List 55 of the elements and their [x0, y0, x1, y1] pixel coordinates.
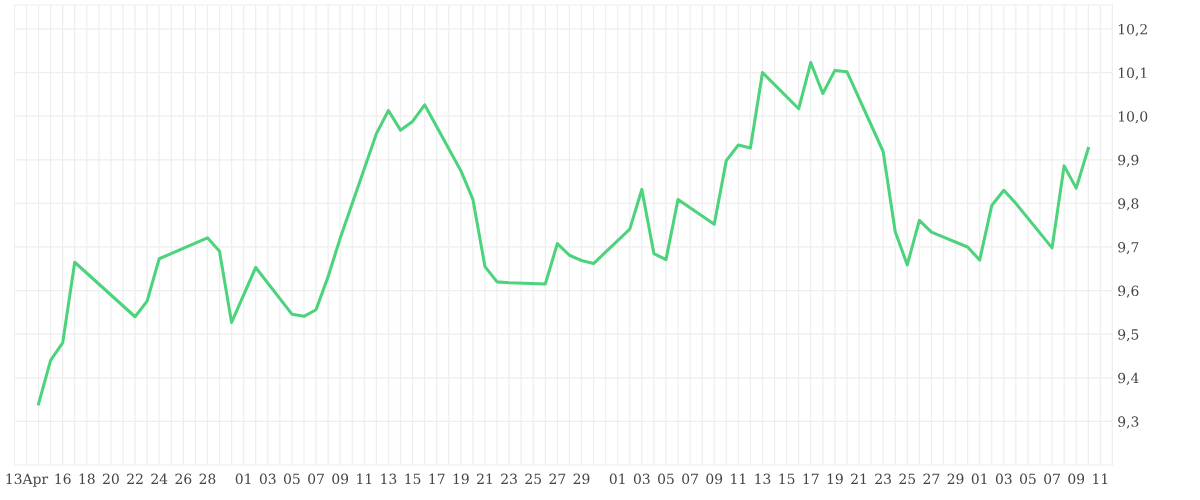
x-tick-label: 26: [175, 473, 192, 485]
x-tick-label: 20: [103, 473, 119, 485]
x-tick-label: 24: [151, 473, 168, 484]
x-tick-label: 11: [1093, 473, 1108, 484]
x-tick-label: 27: [549, 473, 566, 484]
x-tick-label: 18: [79, 473, 95, 485]
x-tick-label: 13: [381, 473, 397, 485]
y-tick-label: 9,7: [1118, 241, 1139, 255]
y-tick-label: 10,0: [1118, 111, 1148, 124]
x-tick-label: 09: [706, 473, 723, 485]
x-tick-label: 11: [731, 473, 746, 484]
y-tick-label: 9,5: [1118, 329, 1139, 342]
y-tick-label: 9,8: [1118, 198, 1139, 211]
x-tick-label: 16: [55, 473, 71, 485]
x-tick-label: 29: [573, 473, 590, 485]
x-tick-label: 29: [947, 473, 964, 485]
x-tick-label: 07: [308, 473, 324, 485]
y-tick-label: 9,4: [1118, 372, 1139, 385]
line-series: [37, 61, 1090, 406]
x-tick-label: 19: [453, 473, 469, 485]
y-tick-label: 9,9: [1118, 154, 1139, 167]
x-tick-label: 13Apr: [6, 473, 49, 487]
x-tick-label: 09: [332, 473, 349, 485]
x-tick-label: 28: [199, 473, 216, 485]
x-tick-label: 25: [525, 473, 541, 485]
x-tick-label: 03: [259, 473, 276, 485]
x-tick-label: 03: [633, 473, 650, 485]
y-tick-label: 10,1: [1118, 67, 1147, 80]
x-tick-label: 27: [923, 473, 940, 484]
y-tick-label: 9,3: [1118, 416, 1139, 429]
x-tick-label: 07: [682, 473, 698, 485]
x-tick-label: 21: [851, 473, 866, 484]
x-tick-label: 01: [971, 473, 987, 485]
x-tick-label: 05: [1020, 473, 1036, 485]
x-tick-label: 17: [429, 473, 445, 484]
x-tick-label: 01: [235, 473, 251, 485]
x-tick-label: 01: [609, 473, 625, 485]
x-tick-label: 23: [501, 473, 517, 485]
x-tick-label: 15: [779, 473, 795, 485]
x-tick-label: 03: [995, 473, 1012, 485]
x-tick-label: 22: [127, 473, 143, 484]
x-tick-label: 05: [284, 473, 300, 485]
y-tick-label: 9,6: [1118, 285, 1139, 298]
x-tick-label: 23: [875, 473, 891, 485]
x-tick-label: 13: [755, 473, 771, 485]
x-tick-label: 09: [1068, 473, 1085, 485]
x-tick-label: 19: [827, 473, 843, 485]
x-tick-label: 07: [1044, 473, 1060, 485]
x-tick-label: 21: [477, 473, 492, 484]
x-tick-label: 11: [357, 473, 372, 484]
y-tick-label: 10,2: [1118, 23, 1147, 37]
x-tick-label: 17: [803, 473, 819, 484]
x-tick-label: 05: [658, 473, 674, 485]
x-tick-label: 25: [899, 473, 916, 485]
x-tick-label: 15: [405, 473, 421, 485]
